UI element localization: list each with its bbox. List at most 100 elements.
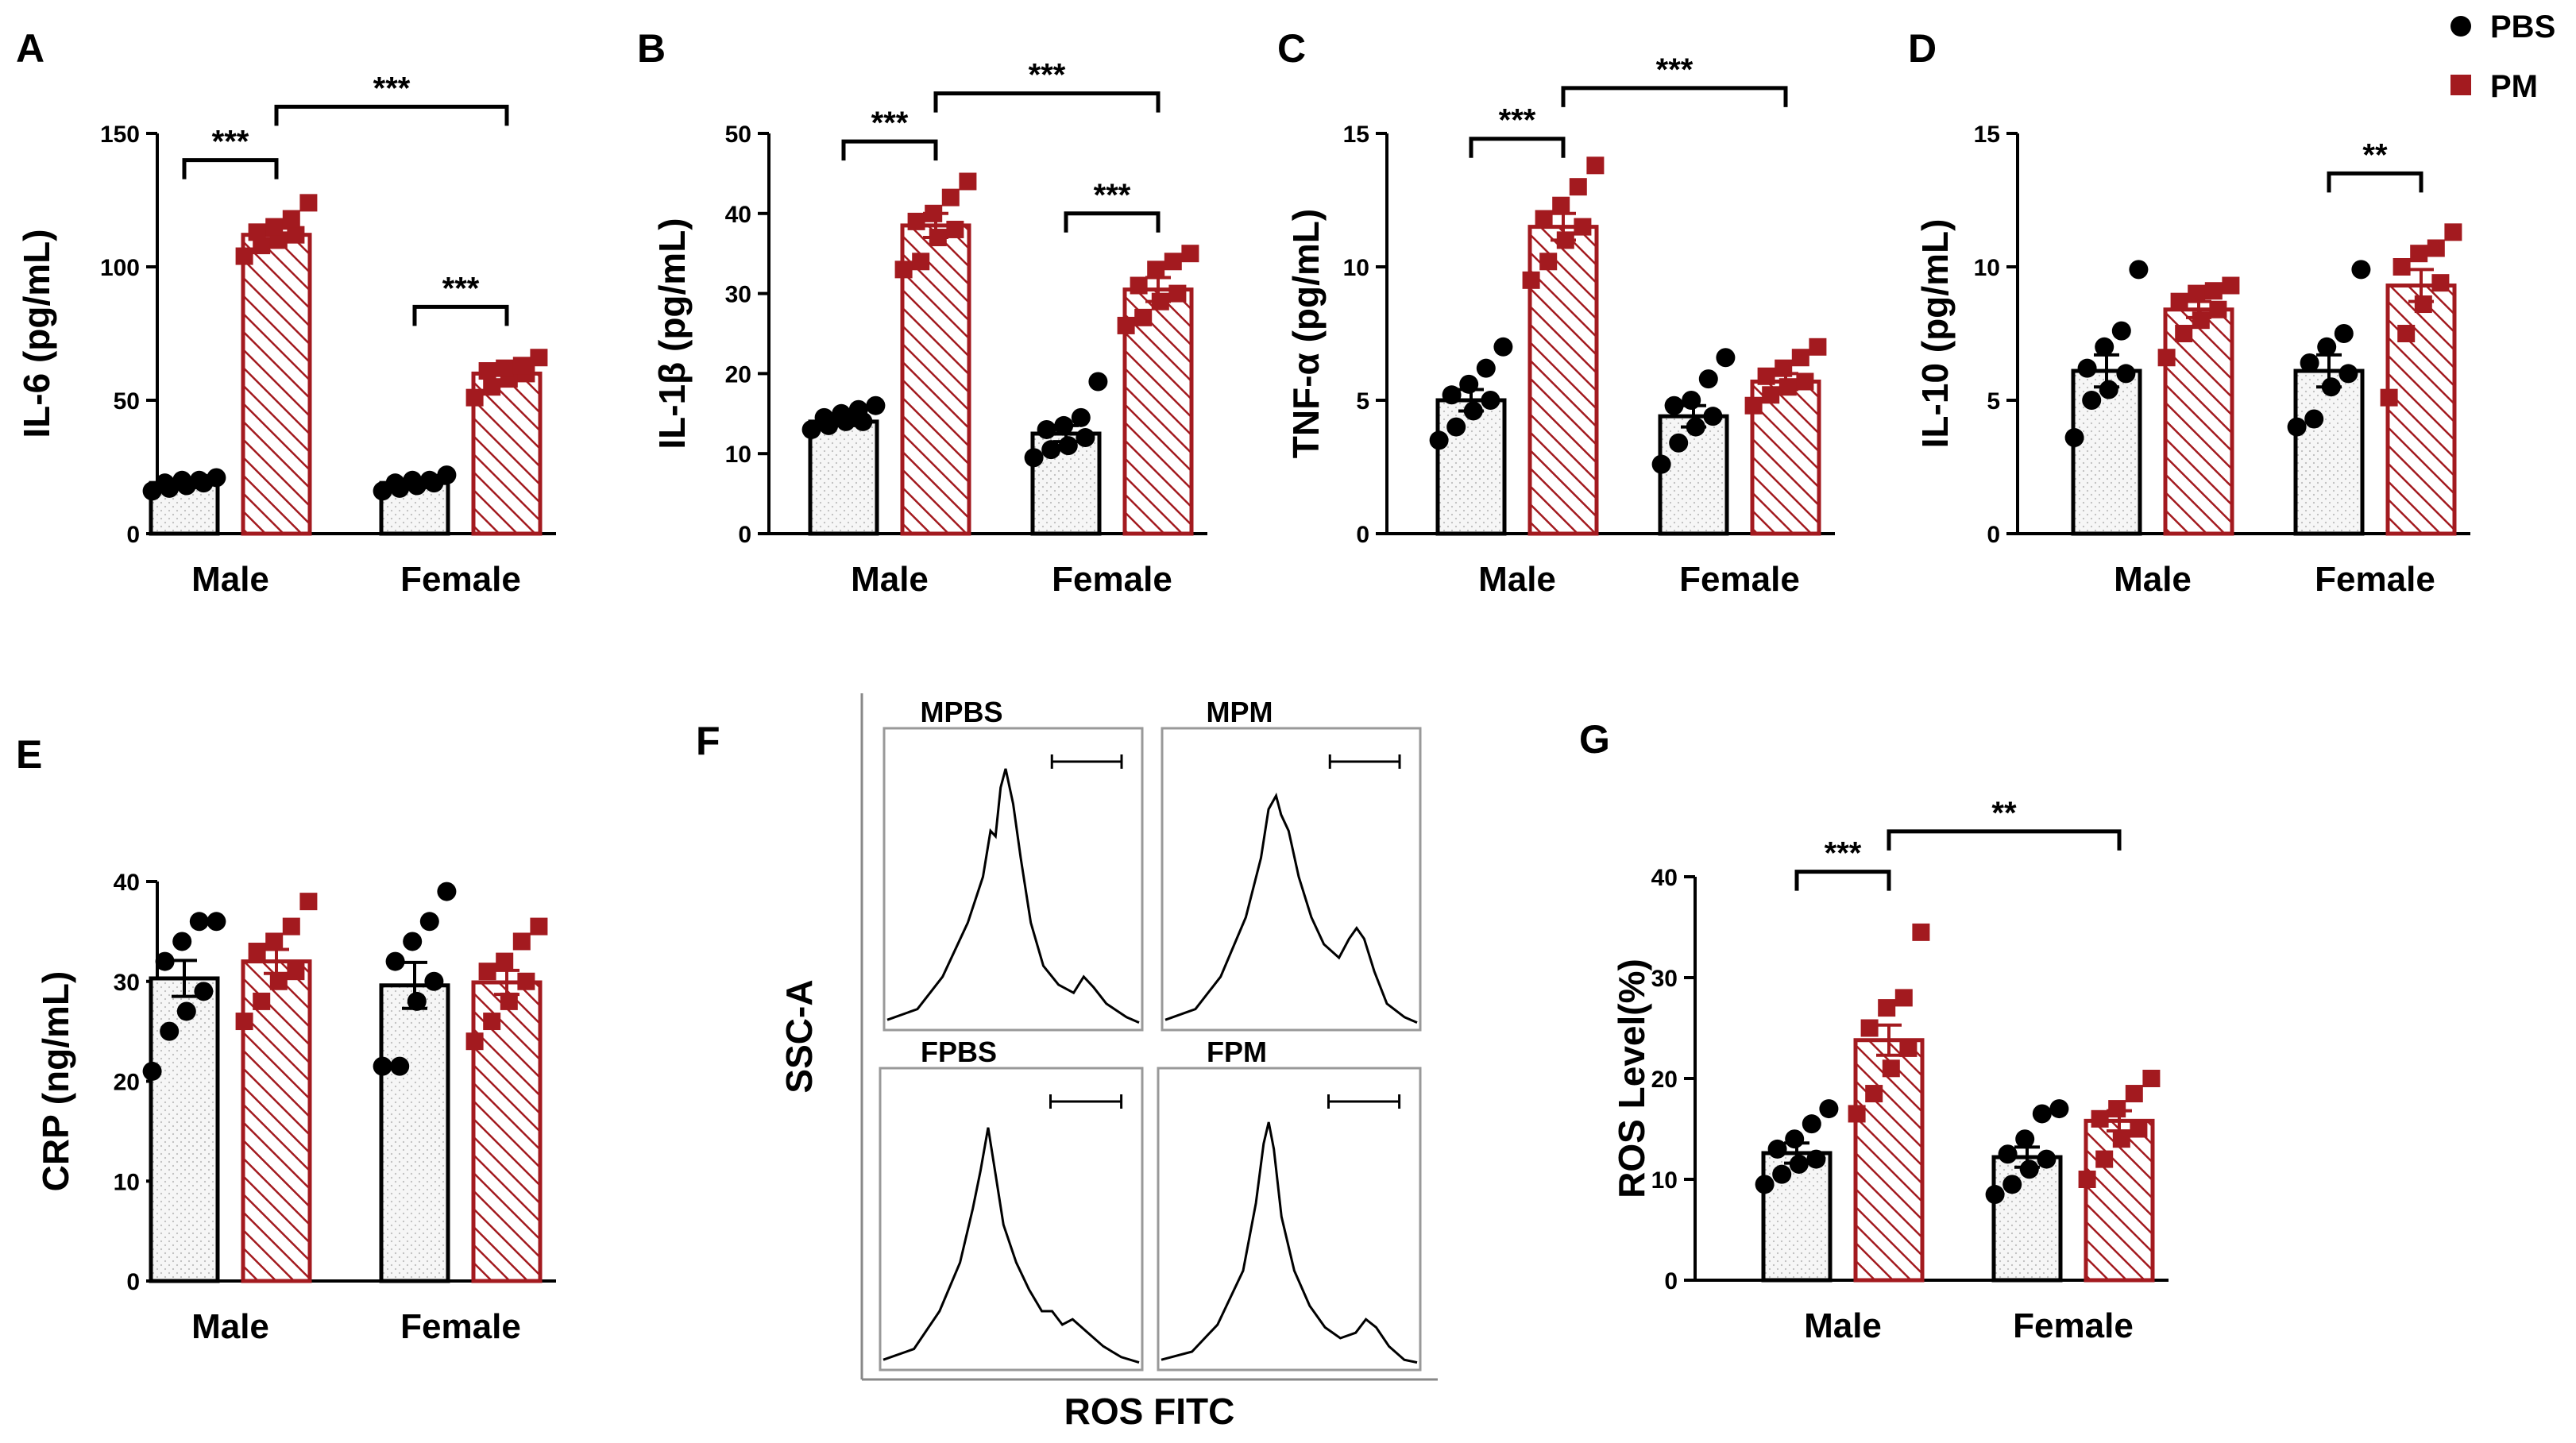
pbs-data-point-e bbox=[207, 912, 226, 932]
significance-label-a: *** bbox=[373, 71, 411, 106]
pm-data-point-a bbox=[248, 223, 266, 241]
pbs-bar-c bbox=[1435, 398, 1507, 536]
y-tick-label-a: 50 bbox=[114, 388, 140, 415]
pbs-data-point-e bbox=[390, 1056, 410, 1076]
pm-data-point-b bbox=[1117, 316, 1135, 334]
category-label-g: Female bbox=[2013, 1306, 2134, 1345]
pm-data-point-d bbox=[2410, 245, 2428, 263]
pm-data-point-d bbox=[2222, 276, 2240, 295]
flow-box-mpbs bbox=[882, 727, 1144, 1032]
pbs-data-point-d bbox=[2300, 353, 2319, 372]
pm-bar-d bbox=[2163, 307, 2234, 536]
legend-pm-marker bbox=[2450, 75, 2471, 95]
y-tick-label-g: 20 bbox=[1651, 1067, 1678, 1093]
pbs-data-point-c bbox=[1716, 348, 1736, 368]
pbs-data-point-b bbox=[848, 399, 868, 419]
flow-label-fpm: FPM bbox=[1207, 1036, 1267, 1068]
legend-pbs-marker bbox=[2450, 16, 2471, 37]
pbs-data-point-d bbox=[2334, 324, 2354, 343]
panel-letter-g: G bbox=[1579, 717, 1610, 762]
category-label-g: Male bbox=[1804, 1306, 1882, 1345]
pm-data-point-d bbox=[2157, 349, 2176, 367]
pm-data-point-d bbox=[2444, 223, 2462, 241]
pm-data-point-d bbox=[2209, 300, 2227, 318]
pm-data-point-c bbox=[1757, 367, 1775, 385]
significance-bracket-b bbox=[933, 91, 1161, 113]
pm-data-point-d bbox=[2397, 325, 2416, 342]
y-tick-label-e: 10 bbox=[114, 1169, 140, 1195]
pm-data-point-a bbox=[269, 231, 288, 249]
y-tick-label-b: 10 bbox=[725, 442, 751, 468]
legend-pbs-label: PBS bbox=[2490, 10, 2555, 44]
pbs-data-point-a bbox=[403, 470, 423, 490]
pbs-bar-e bbox=[379, 983, 450, 1283]
pbs-data-point-a bbox=[419, 470, 439, 490]
pbs-data-point-c bbox=[1669, 433, 1689, 453]
flow-y-label: SSC-A bbox=[778, 979, 820, 1093]
pm-data-point-b bbox=[925, 204, 943, 222]
significance-bracket-b bbox=[1064, 211, 1161, 233]
pm-data-point-e bbox=[517, 972, 535, 990]
pm-data-point-g bbox=[2108, 1100, 2126, 1118]
pm-data-point-g bbox=[2091, 1109, 2109, 1128]
pbs-data-point-c bbox=[1686, 417, 1705, 437]
significance-bracket-c bbox=[1469, 137, 1566, 158]
pm-data-point-a bbox=[253, 237, 271, 255]
significance-bracket-c bbox=[1561, 86, 1788, 107]
flow-box-fpm bbox=[1157, 1067, 1422, 1372]
panel-d-il10: D 0 5 10 15 IL-10 (pg/mL) Male Female ** bbox=[1908, 26, 2470, 599]
pm-data-point-b bbox=[1134, 308, 1153, 326]
pm-data-point-g bbox=[2112, 1130, 2130, 1148]
pbs-data-point-g bbox=[1802, 1114, 1821, 1134]
y-tick-label-a: 0 bbox=[126, 522, 140, 548]
significance-label-b: *** bbox=[1094, 178, 1131, 213]
pbs-data-point-b bbox=[1088, 372, 1108, 392]
y-tick-label-c: 10 bbox=[1343, 255, 1369, 281]
pbs-data-point-b bbox=[1058, 436, 1078, 456]
pm-data-point-g bbox=[1878, 999, 1896, 1017]
pm-data-point-g bbox=[1865, 1085, 1883, 1103]
y-tick-label-d: 0 bbox=[1987, 522, 2000, 548]
pm-data-point-b bbox=[912, 253, 930, 271]
pm-data-point-d bbox=[2175, 325, 2193, 342]
pm-data-point-c bbox=[1552, 196, 1570, 214]
pbs-data-point-g bbox=[1985, 1185, 2005, 1205]
pm-data-point-b bbox=[1181, 245, 1199, 263]
pbs-data-point-a bbox=[172, 470, 192, 490]
pbs-data-point-c bbox=[1459, 374, 1479, 394]
y-tick-label-a: 100 bbox=[100, 255, 140, 281]
pm-bar-a bbox=[241, 233, 312, 536]
panel-b-il1b: B 0 10 20 30 40 50 IL-1β (pg/mL) Male Female *** **… bbox=[637, 26, 1207, 599]
pbs-data-point-d bbox=[2116, 364, 2136, 384]
pbs-data-point-c bbox=[1698, 369, 1718, 389]
panel-a-il6: A 0 50 100 150 IL-6 (pg/mL) Male Female *** *** **… bbox=[16, 26, 556, 599]
pbs-data-point-b bbox=[832, 403, 852, 423]
flow-x-label: ROS FITC bbox=[1064, 1391, 1235, 1432]
flow-subplots: MPBS MPM FPBS FPM bbox=[879, 696, 1422, 1372]
pbs-data-point-g bbox=[1998, 1144, 2018, 1164]
y-tick-label-b: 30 bbox=[725, 282, 751, 308]
pbs-data-point-g bbox=[2032, 1104, 2052, 1124]
pm-data-point-b bbox=[1151, 292, 1169, 311]
pbs-data-point-g bbox=[2015, 1129, 2035, 1149]
pm-data-point-a bbox=[478, 362, 496, 380]
pm-data-point-g bbox=[1899, 1039, 1918, 1057]
flow-histogram-mpm bbox=[1164, 793, 1418, 1024]
category-label-b: Female bbox=[1052, 560, 1172, 599]
pbs-data-point-d bbox=[2095, 337, 2114, 357]
pm-bar-d bbox=[2385, 284, 2457, 536]
panel-letter-a: A bbox=[16, 26, 44, 71]
pbs-data-point-b bbox=[801, 419, 821, 439]
pbs-data-point-g bbox=[1785, 1129, 1805, 1149]
y-tick-label-d: 5 bbox=[1987, 388, 2000, 415]
significance-bracket-d bbox=[2327, 171, 2423, 193]
pm-data-point-d bbox=[2427, 239, 2445, 257]
panel-e-crp: E 0 10 20 30 40 CRP (ng/mL) Male Female bbox=[16, 732, 556, 1346]
pm-bar-a bbox=[471, 371, 543, 536]
pm-data-point-c bbox=[1791, 349, 1809, 367]
pm-data-point-e bbox=[512, 932, 531, 951]
pm-data-point-d bbox=[2431, 274, 2450, 292]
significance-label-b: *** bbox=[871, 106, 909, 141]
pbs-data-point-a bbox=[155, 473, 175, 493]
